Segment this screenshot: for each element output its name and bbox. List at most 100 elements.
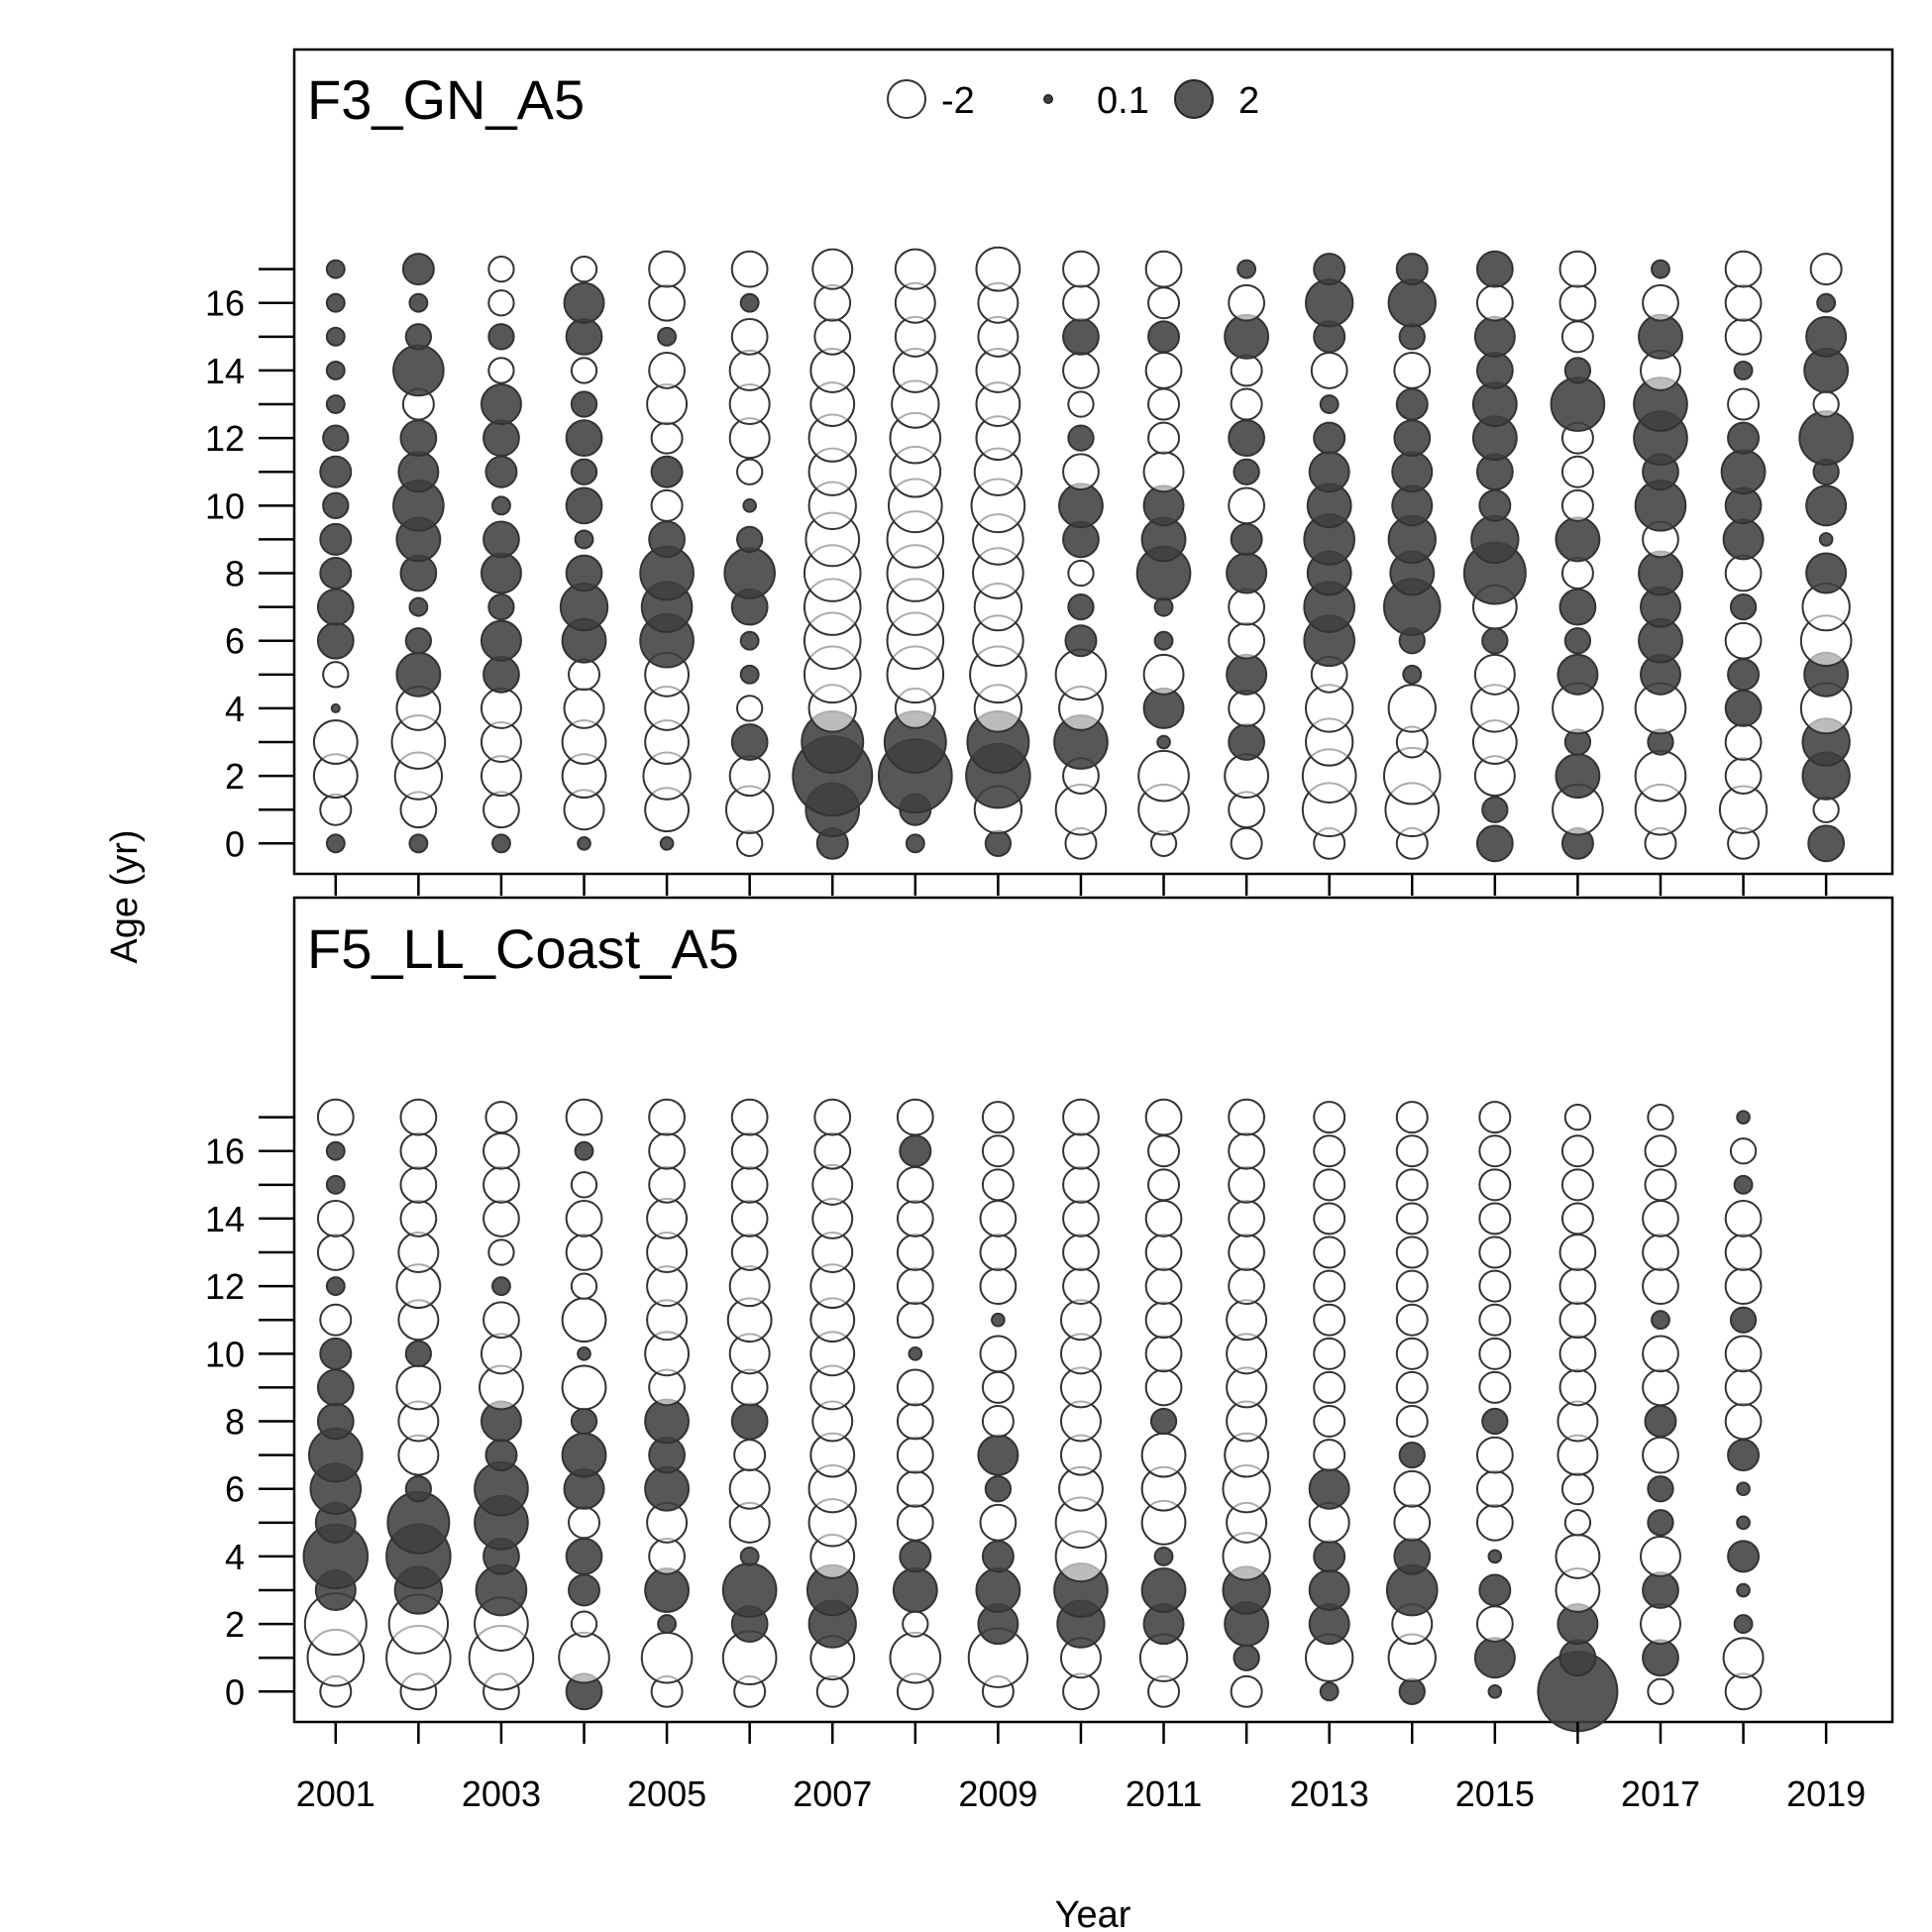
bubble-positive [1226,653,1268,696]
bubble-negative [1393,1469,1432,1508]
bubble-positive [1805,552,1848,594]
x-axis-ticks [334,874,1828,896]
bubble-negative [1226,1299,1268,1342]
bubble-positive [1153,596,1174,617]
bubble-negative [395,1364,442,1411]
x-axis-tick-labels: 2001 2003 2005 2007 2009 2011 2013 2015 2017 2019 [296,1773,1866,1814]
bubble-negative [1563,1509,1592,1537]
bubble-negative [889,1631,942,1684]
bubble-positive [319,1337,353,1370]
y-tick-label: 0 [225,1671,245,1712]
bubble-negative [568,1506,601,1540]
y-tick-label: 16 [205,283,245,324]
bubble-negative [399,1098,438,1136]
bubble-positive [1149,1407,1178,1436]
legend-label-negative: -2 [941,80,975,122]
bubble-positive [319,557,353,590]
bubble-positive [316,1402,355,1441]
bubble-negative [1724,1234,1763,1271]
bubble-negative [894,248,936,290]
bubble-negative [1395,1235,1429,1269]
bubble-positive [574,529,594,550]
legend-marker-positive [1174,79,1214,119]
bubble-positive [565,554,603,592]
bubble-negative [1639,1603,1681,1646]
bubble-negative [1558,1234,1597,1271]
bubble-negative [733,1439,767,1472]
bubble-positive [1475,824,1514,863]
bubble-positive [1395,253,1429,286]
bubble-negative [1228,1200,1266,1237]
panel-title: F3_GN_A5 [307,68,585,131]
bubble-negative [1230,1674,1263,1708]
bubble-positive [975,1567,1021,1613]
bubble-negative [1809,253,1843,286]
bubble-positive [1313,1540,1346,1573]
bubble-positive [1147,320,1181,354]
bubble-negative [483,1165,520,1204]
bubble-negative [648,1131,686,1170]
bubble-positive [1558,588,1597,626]
bubble-positive [404,1475,433,1503]
bubble-positive [1067,424,1095,452]
bubble-negative [979,1335,1018,1373]
bubble-negative [1642,1200,1679,1237]
bubble-negative [648,352,686,389]
bubble-positive [483,419,520,458]
bubble-negative [312,719,359,765]
bubble-negative [1642,1335,1679,1373]
bubble-positive [325,292,346,313]
bubble-positive [487,592,515,621]
bubble-negative [565,1098,603,1136]
bubble-positive [484,1439,518,1472]
bubble-positive [1398,1441,1426,1469]
bubble-negative [975,246,1021,292]
bubble-positive [1228,723,1266,761]
bubble-positive [1727,1439,1761,1472]
bubble-positive [480,383,522,426]
bubble-positive [1393,419,1432,458]
legend-label-small: 0.1 [1097,80,1149,122]
bubble-negative [736,458,764,485]
bubble-negative [1313,1303,1346,1337]
bubble-negative [979,1267,1018,1306]
bubble-negative [1230,826,1263,860]
y-tick-label: 6 [225,1469,245,1510]
bubble-positive [991,1312,1006,1328]
bubble-negative [480,687,522,729]
bubble-positive [1153,630,1174,651]
bubble-negative [1230,387,1263,421]
bubble-positive [1481,1407,1509,1436]
bubble-positive [1308,451,1350,493]
bubble-negative [570,255,598,283]
bubble-positive [1062,317,1100,356]
bubble-positive [392,344,445,397]
bubble-negative [570,1171,598,1199]
bubble-positive [1313,253,1346,286]
bubble-negative [1313,1202,1346,1235]
y-tick-label: 4 [225,1537,245,1577]
bubble-positive [568,1573,601,1607]
bubble-positive [657,1614,678,1635]
bubble-negative [1313,1168,1346,1202]
bubble-negative [1478,1269,1512,1303]
bubble-negative [1475,1605,1514,1644]
bubble-positive [480,619,522,662]
bubble-positive [565,486,603,525]
bubble-negative [1395,1202,1429,1235]
bubble-positive [1140,1567,1187,1613]
bubble-positive [721,1562,778,1618]
bubble-negative [730,1098,769,1136]
bubble-positive [739,292,760,313]
bubble-negative [813,1098,852,1136]
bubble-positive [1470,514,1520,565]
bubble-negative [322,661,350,689]
bubble-positive [1156,734,1171,750]
bubble-negative [1560,557,1594,590]
bubble-positive [1736,1515,1751,1531]
bubble-positive [325,833,346,854]
bubble-negative [1228,690,1266,727]
bubble-positive [487,323,515,351]
bubble-positive [404,323,433,351]
